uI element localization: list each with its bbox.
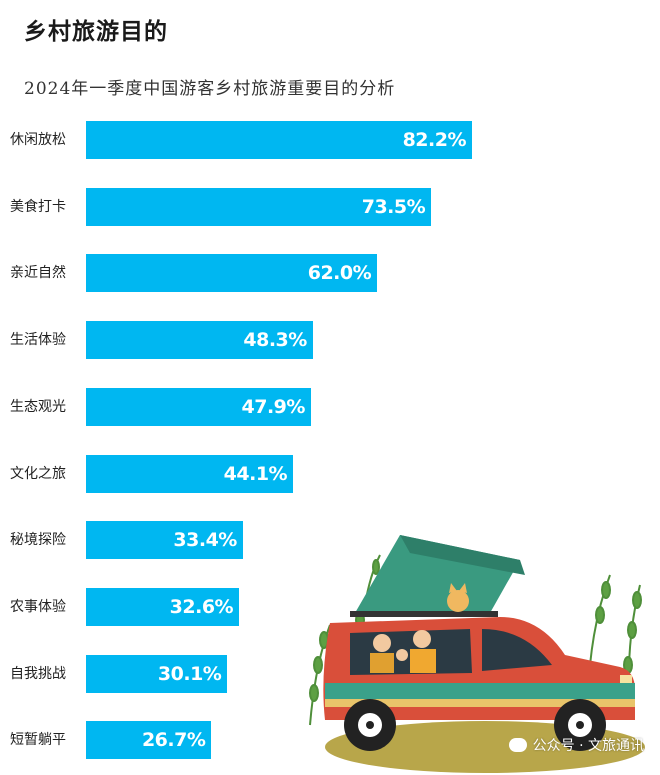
category-label: 美食打卡: [10, 198, 66, 215]
bar: [86, 254, 378, 293]
value-label: 33.4%: [173, 529, 237, 552]
bar: [86, 321, 313, 360]
category-label: 文化之旅: [10, 465, 66, 482]
watermark: 公众号 · 文旅通讯: [508, 735, 644, 755]
category-label: 休闲放松: [10, 132, 66, 148]
category-label: 自我挑战: [10, 665, 66, 682]
bar: [86, 587, 240, 626]
category-label: 农事体验: [10, 598, 66, 615]
bar: [86, 187, 432, 226]
value-label: 30.1%: [157, 662, 222, 685]
value-label: 47.9%: [241, 395, 306, 418]
chart-subtitle: 2024年一季度中国游客乡村旅游重要目的分析: [24, 79, 396, 99]
value-label: 62.0%: [307, 262, 372, 285]
chart-title: 乡村旅游目的: [24, 19, 168, 45]
bar: [86, 721, 212, 760]
camping-car-illustration: [309, 535, 645, 773]
bar: [86, 654, 228, 693]
bar: [86, 521, 243, 560]
wechat-icon: [508, 738, 527, 752]
value-label: 82.2%: [402, 129, 467, 151]
value-label: 48.3%: [243, 329, 307, 352]
category-label: 亲近自然: [10, 265, 66, 282]
bar: [86, 387, 311, 426]
category-label: 生活体验: [10, 332, 66, 349]
value-label: 73.5%: [361, 195, 426, 218]
category-label: 秘境探险: [10, 532, 66, 549]
category-label: 生态观光: [10, 398, 66, 415]
value-label: 44.1%: [223, 462, 288, 485]
bar: [86, 121, 472, 159]
watermark-text: 公众号 · 文旅通讯: [532, 738, 644, 754]
category-label: 短暂躺平: [10, 732, 66, 749]
value-label: 32.6%: [169, 595, 234, 618]
bar: [86, 454, 294, 493]
value-label: 26.7%: [141, 729, 206, 752]
